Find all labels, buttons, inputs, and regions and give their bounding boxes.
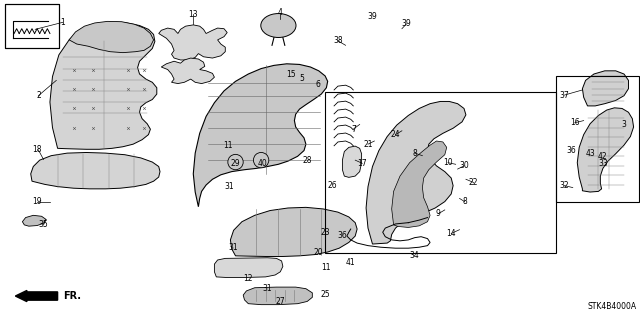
Polygon shape: [243, 287, 312, 305]
Text: 8: 8: [462, 197, 467, 206]
Text: 11: 11: [223, 141, 232, 150]
Polygon shape: [69, 21, 154, 53]
Text: 28: 28: [303, 156, 312, 165]
Bar: [325, 92, 556, 253]
Polygon shape: [161, 58, 214, 84]
Text: FR.: FR.: [63, 291, 81, 301]
Text: 17: 17: [357, 159, 367, 168]
Text: 23: 23: [320, 228, 330, 237]
Text: 18: 18: [33, 145, 42, 154]
Text: 40: 40: [257, 159, 268, 168]
Text: 39: 39: [401, 19, 412, 28]
Text: 29: 29: [230, 159, 241, 168]
Polygon shape: [366, 101, 466, 244]
Text: 5: 5: [300, 74, 305, 83]
Polygon shape: [159, 25, 227, 60]
Text: 38: 38: [333, 36, 343, 45]
Text: 11: 11: [322, 263, 331, 272]
Text: 15: 15: [286, 70, 296, 78]
Text: 20: 20: [314, 248, 324, 257]
FancyArrow shape: [15, 290, 58, 302]
Bar: [5, 4, 59, 48]
Text: 36: 36: [337, 231, 348, 240]
Text: 9: 9: [436, 209, 441, 218]
Text: 13: 13: [188, 10, 198, 19]
Polygon shape: [193, 64, 328, 207]
Text: 24: 24: [390, 130, 401, 139]
Text: 36: 36: [566, 146, 576, 155]
Text: 21: 21: [364, 140, 372, 149]
Bar: [556, 76, 639, 202]
Circle shape: [228, 154, 243, 170]
Text: 31: 31: [262, 284, 273, 293]
Polygon shape: [22, 215, 46, 226]
Text: 22: 22: [469, 178, 478, 187]
Text: 42: 42: [598, 152, 608, 161]
Polygon shape: [577, 108, 634, 192]
Text: 32: 32: [559, 181, 570, 190]
Text: 41: 41: [346, 258, 356, 267]
Polygon shape: [582, 71, 628, 106]
Text: 26: 26: [328, 181, 338, 190]
Polygon shape: [31, 152, 160, 189]
Polygon shape: [50, 22, 157, 149]
Polygon shape: [342, 146, 362, 177]
Text: 33: 33: [598, 159, 608, 168]
Text: 31: 31: [228, 243, 239, 252]
Text: 30: 30: [459, 161, 469, 170]
Text: 6: 6: [316, 80, 321, 89]
Text: 12: 12: [244, 274, 253, 283]
Text: 1: 1: [60, 18, 65, 27]
Text: 39: 39: [367, 12, 378, 21]
Text: 2: 2: [36, 91, 41, 100]
Text: 43: 43: [585, 149, 595, 158]
Bar: [5, 4, 59, 48]
Text: 14: 14: [446, 229, 456, 238]
Text: STK4B4000A: STK4B4000A: [588, 302, 637, 311]
Text: 3: 3: [621, 120, 627, 129]
Polygon shape: [392, 141, 447, 227]
Text: 19: 19: [32, 197, 42, 206]
Text: 37: 37: [559, 91, 570, 100]
Text: 4: 4: [278, 8, 283, 17]
Circle shape: [253, 152, 269, 168]
Text: 35: 35: [38, 220, 49, 229]
Text: 34: 34: [410, 251, 420, 260]
Polygon shape: [214, 258, 283, 278]
Polygon shape: [230, 207, 357, 256]
Text: 27: 27: [275, 297, 285, 306]
Text: 25: 25: [320, 290, 330, 299]
Text: 10: 10: [443, 158, 453, 167]
Text: 8: 8: [412, 149, 417, 158]
Ellipse shape: [261, 14, 296, 37]
Text: 7: 7: [351, 125, 356, 134]
Text: 31: 31: [224, 182, 234, 191]
Text: 16: 16: [570, 118, 580, 127]
